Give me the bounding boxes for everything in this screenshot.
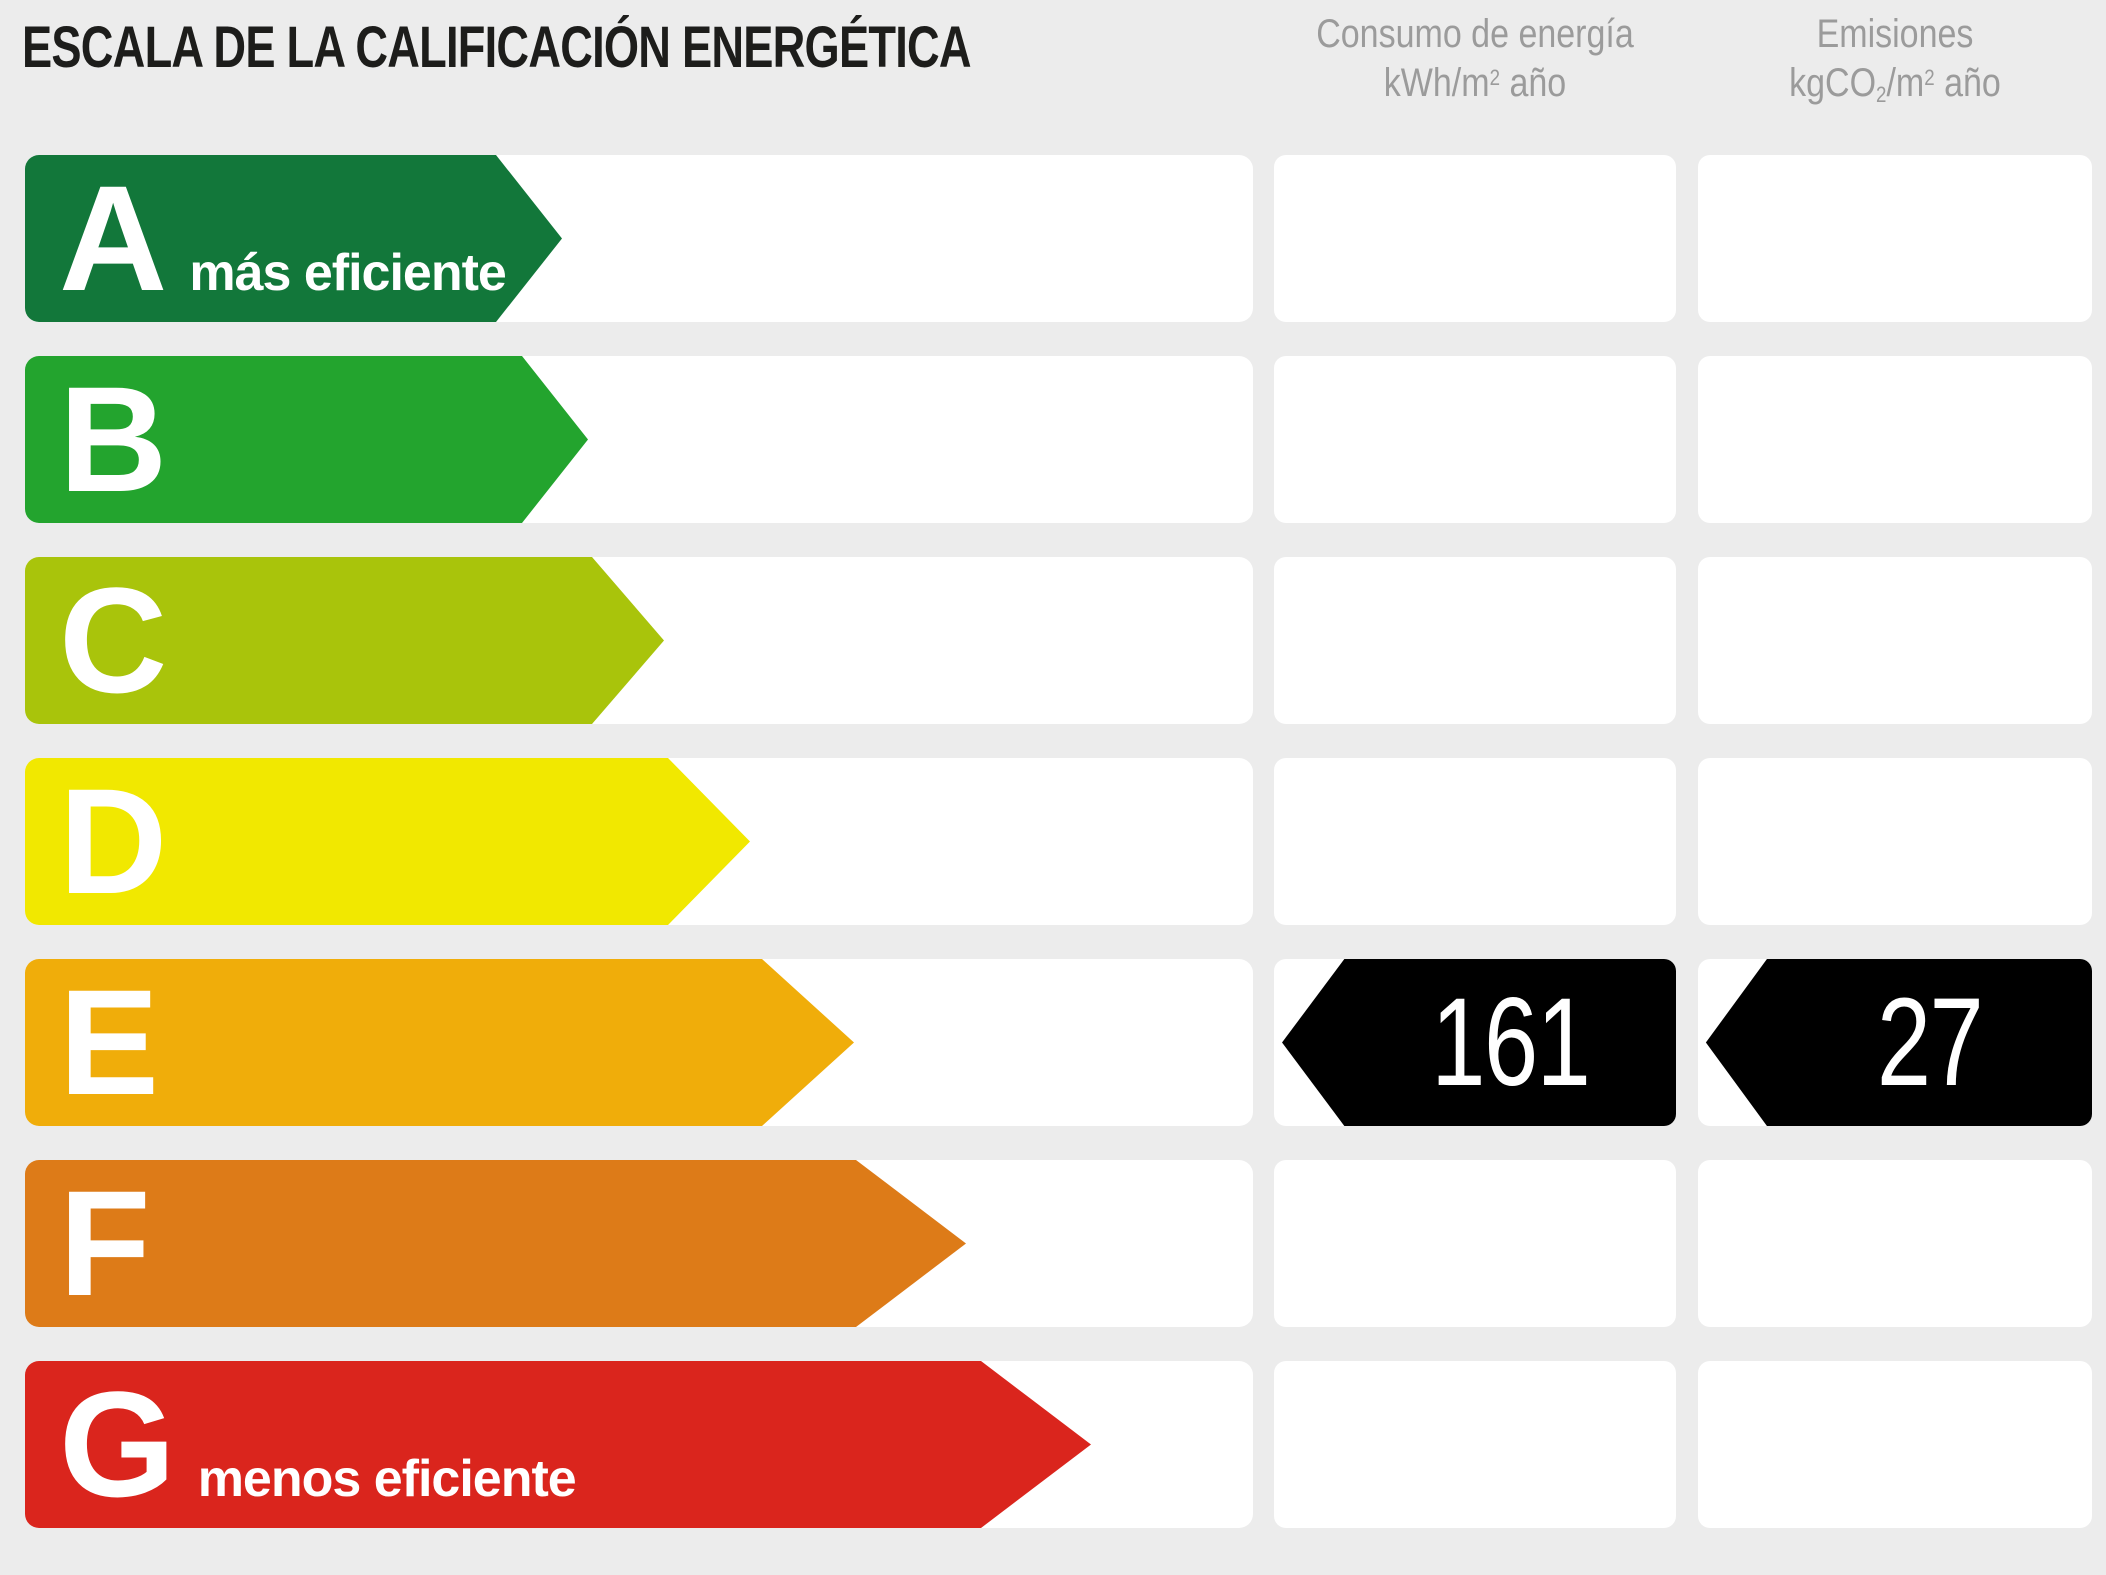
rating-letter: C xyxy=(59,556,166,724)
rating-bar: C xyxy=(25,557,664,724)
rating-letter: D xyxy=(59,757,166,925)
rating-row: D xyxy=(0,758,2106,925)
rating-row: C xyxy=(0,557,2106,724)
emissions-cell xyxy=(1698,155,2092,322)
rating-letter: G xyxy=(59,1360,174,1528)
consumption-cell xyxy=(1274,155,1676,322)
emissions-header-line1: Emisiones xyxy=(1816,12,1974,56)
rating-letter: B xyxy=(59,355,166,523)
consumption-value-badge: 161 xyxy=(1282,959,1676,1126)
emissions-header-line2: kgCO2/m2 año xyxy=(1789,60,2001,108)
rating-letter: F xyxy=(59,1159,149,1327)
consumption-cell: 161 xyxy=(1274,959,1676,1126)
rating-row: F xyxy=(0,1160,2106,1327)
consumption-cell xyxy=(1274,356,1676,523)
emissions-value: 27 xyxy=(1876,973,1984,1112)
page-title: ESCALA DE LA CALIFICACIÓN ENERGÉTICA xyxy=(22,15,972,80)
rating-label: más eficiente xyxy=(189,244,506,302)
emissions-cell xyxy=(1698,758,2092,925)
rating-bar: B xyxy=(25,356,588,523)
consumption-cell xyxy=(1274,557,1676,724)
emissions-value-badge: 27 xyxy=(1705,959,2092,1126)
column-header-emissions: Emisiones kgCO2/m2 año xyxy=(1698,10,2092,108)
consumption-cell xyxy=(1274,758,1676,925)
consumption-value: 161 xyxy=(1431,973,1591,1112)
consumption-cell xyxy=(1274,1361,1676,1528)
emissions-cell xyxy=(1698,1361,2092,1528)
rating-row: B xyxy=(0,356,2106,523)
rating-row: E 161 27 xyxy=(0,959,2106,1126)
consumption-cell xyxy=(1274,1160,1676,1327)
rating-bar: E xyxy=(25,959,854,1126)
column-header-consumption: Consumo de energía kWh/m2 año xyxy=(1274,10,1676,108)
rating-letter: A xyxy=(59,154,166,322)
rating-bar: F xyxy=(25,1160,966,1327)
emissions-cell: 27 xyxy=(1698,959,2092,1126)
emissions-cell xyxy=(1698,1160,2092,1327)
rating-bar: D xyxy=(25,758,750,925)
rating-letter: E xyxy=(59,958,158,1126)
emissions-cell xyxy=(1698,356,2092,523)
rating-label: menos eficiente xyxy=(197,1450,576,1508)
consumption-header-line1: Consumo de energía xyxy=(1316,12,1634,56)
emissions-cell xyxy=(1698,557,2092,724)
consumption-header-line2: kWh/m2 año xyxy=(1383,60,1567,105)
